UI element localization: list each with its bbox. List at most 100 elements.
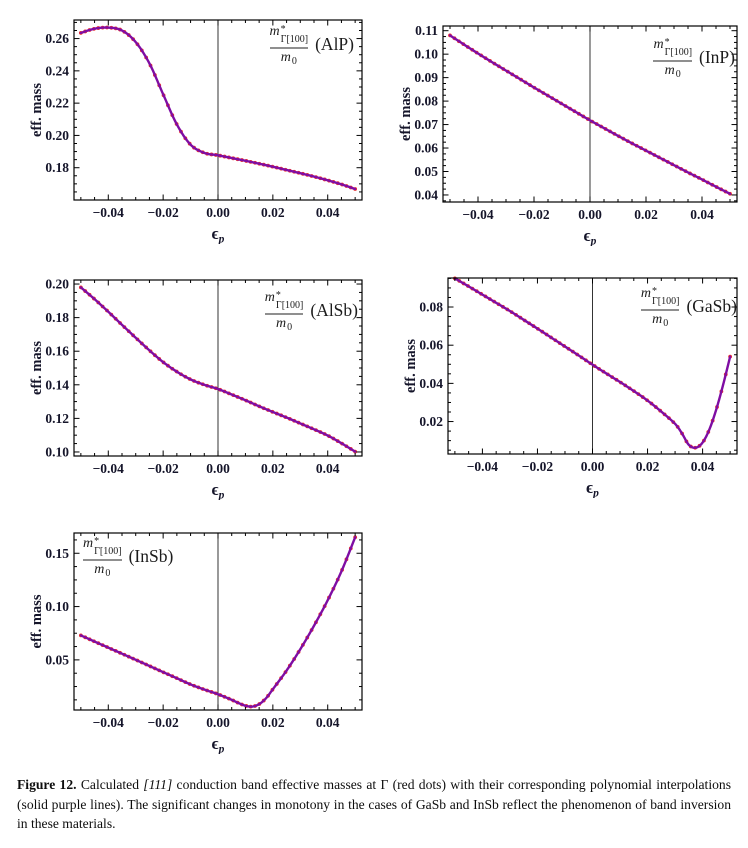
axis-ticks [74, 533, 362, 710]
svg-text:0.22: 0.22 [45, 96, 69, 111]
svg-text:0.15: 0.15 [45, 546, 69, 561]
chart-alp: 0.18 0.20 0.22 0.24 0.26 −0.04 −0.02 0.00 0.02 0.… [28, 12, 368, 244]
svg-text:0.02: 0.02 [261, 205, 285, 220]
tick-labels: 0.02 0.04 0.06 0.08 −0.04 −0.02 0.00 0.02 0.04 [419, 300, 714, 474]
material-name: (InSb) [128, 546, 174, 566]
svg-text:−0.04: −0.04 [93, 461, 125, 476]
svg-text:0.26: 0.26 [45, 31, 69, 46]
svg-text:0.12: 0.12 [45, 411, 69, 426]
svg-text:0.02: 0.02 [419, 414, 443, 429]
svg-text:0.18: 0.18 [45, 310, 69, 325]
plot-svg-insb: 0.05 0.10 0.15 −0.04 −0.02 0.00 0.02 0.04 eff. m… [29, 532, 363, 754]
y-axis-label: eff. mass [398, 87, 414, 141]
fraction-bar [269, 47, 309, 49]
x-axis-label: ϵp [586, 478, 599, 498]
fraction-bar [640, 309, 680, 311]
svg-text:0.09: 0.09 [414, 70, 438, 85]
x-axis-label: ϵp [212, 480, 225, 500]
svg-text:0.14: 0.14 [45, 377, 69, 392]
effective-mass-formula-insb: m * Γ[100] m 0 (InSb) [83, 536, 174, 579]
svg-text:0.08: 0.08 [414, 94, 438, 109]
effective-mass-formula-inp: m * Γ[100] m 0 (InP) [653, 37, 735, 80]
svg-text:−0.04: −0.04 [462, 207, 494, 222]
interpolation-curve-inp [448, 34, 732, 195]
plot-svg-alp: 0.18 0.20 0.22 0.24 0.26 −0.04 −0.02 0.00 0.02 0.… [29, 19, 363, 244]
svg-text:−0.04: −0.04 [93, 715, 125, 730]
figure-caption-text-1: Calculated [76, 777, 144, 792]
chart-inp: 0.04 0.05 0.06 0.07 0.08 0.09 0.10 0.11 −0.04 −0.… [397, 18, 743, 246]
interpolation-curve-alp [79, 26, 357, 191]
svg-text:0.06: 0.06 [419, 338, 443, 353]
svg-text:0.05: 0.05 [45, 652, 69, 667]
tick-labels: 0.04 0.05 0.06 0.07 0.08 0.09 0.10 0.11 −0.04 −0.… [414, 23, 714, 222]
svg-text:0.18: 0.18 [45, 160, 69, 175]
svg-text:−0.02: −0.02 [518, 207, 550, 222]
y-axis-label: eff. mass [403, 339, 419, 393]
svg-text:0.08: 0.08 [419, 300, 443, 315]
svg-text:0.04: 0.04 [691, 459, 715, 474]
tick-labels: 0.05 0.10 0.15 −0.04 −0.02 0.00 0.02 0.04 [45, 546, 339, 730]
svg-text:0.20: 0.20 [45, 128, 69, 143]
chart-gasb: 0.02 0.04 0.06 0.08 −0.04 −0.02 0.00 0.02 0.04 ef… [402, 270, 743, 498]
svg-text:0.11: 0.11 [415, 23, 438, 38]
mass-fraction: m * Γ[100] m 0 [269, 24, 309, 67]
axis-ticks [74, 20, 362, 201]
x-axis-label: ϵp [212, 224, 225, 244]
svg-text:0.04: 0.04 [316, 715, 340, 730]
svg-text:0.16: 0.16 [45, 344, 69, 359]
effective-mass-formula-alsb: m * Γ[100] m 0 (AlSb) [264, 290, 358, 333]
svg-text:0.00: 0.00 [206, 715, 230, 730]
figure-caption: Figure 12. Calculated [111] conduction b… [17, 775, 731, 834]
plot-svg-inp: 0.04 0.05 0.06 0.07 0.08 0.09 0.10 0.11 −0.04 −0.… [398, 23, 738, 246]
svg-text:0.02: 0.02 [636, 459, 660, 474]
tick-labels: 0.18 0.20 0.22 0.24 0.26 −0.04 −0.02 0.00 0.02 0.… [45, 31, 339, 220]
svg-text:0.02: 0.02 [634, 207, 658, 222]
interpolation-curve-insb [79, 536, 357, 708]
fraction-bar [83, 559, 122, 561]
chart-insb: 0.05 0.10 0.15 −0.04 −0.02 0.00 0.02 0.04 eff. m… [28, 525, 368, 754]
interpolation-curve-alsb [79, 286, 357, 453]
svg-text:−0.02: −0.02 [522, 459, 554, 474]
x-axis-label: ϵp [584, 226, 597, 246]
fraction-bar [653, 60, 693, 62]
material-name: (AlSb) [310, 300, 358, 320]
svg-text:0.07: 0.07 [414, 117, 438, 132]
figure-caption-italic: [111] [143, 777, 173, 792]
svg-text:0.06: 0.06 [414, 141, 438, 156]
plot-svg-alsb: 0.10 0.12 0.14 0.16 0.18 0.20 −0.04 −0.02 0.00 0.… [29, 277, 363, 500]
svg-text:0.02: 0.02 [261, 461, 285, 476]
svg-text:0.05: 0.05 [414, 164, 438, 179]
y-axis-label: eff. mass [29, 594, 45, 648]
x-axis-label: ϵp [212, 734, 225, 754]
svg-text:0.04: 0.04 [414, 187, 438, 202]
svg-text:0.20: 0.20 [45, 277, 69, 292]
svg-text:0.24: 0.24 [45, 63, 69, 78]
mass-fraction: m * Γ[100] m 0 [264, 290, 304, 333]
axis-ticks [448, 277, 737, 454]
axis-ticks [74, 280, 362, 456]
fraction-bar [264, 313, 304, 315]
y-axis-label: eff. mass [29, 341, 45, 395]
svg-text:0.04: 0.04 [690, 207, 714, 222]
tick-labels: 0.10 0.12 0.14 0.16 0.18 0.20 −0.04 −0.02 0.00 0.… [45, 277, 339, 476]
figure-caption-text-2: conduction band effective masses at Γ (r… [17, 777, 731, 832]
svg-text:0.04: 0.04 [316, 461, 340, 476]
svg-text:−0.02: −0.02 [147, 461, 179, 476]
y-axis-label: eff. mass [29, 83, 45, 137]
svg-text:−0.02: −0.02 [147, 715, 179, 730]
svg-text:−0.04: −0.04 [467, 459, 499, 474]
mass-fraction: m * Γ[100] m 0 [83, 536, 122, 579]
svg-text:−0.04: −0.04 [93, 205, 125, 220]
mass-fraction: m * Γ[100] m 0 [653, 37, 693, 80]
svg-text:0.02: 0.02 [261, 715, 285, 730]
svg-text:0.00: 0.00 [581, 459, 605, 474]
effective-mass-formula-alp: m * Γ[100] m 0 (AlP) [269, 24, 354, 67]
material-name: (GaSb) [686, 296, 737, 316]
svg-text:−0.02: −0.02 [147, 205, 179, 220]
svg-text:0.00: 0.00 [206, 461, 230, 476]
plot-svg-gasb: 0.020.040.060.08−0.04 −0.02 0.00 0.02 0.04ef… [403, 276, 738, 498]
svg-text:0.10: 0.10 [414, 47, 438, 62]
effective-mass-formula-gasb: m * Γ[100] m 0 (GaSb) [640, 287, 737, 328]
material-name: (InP) [699, 47, 735, 67]
